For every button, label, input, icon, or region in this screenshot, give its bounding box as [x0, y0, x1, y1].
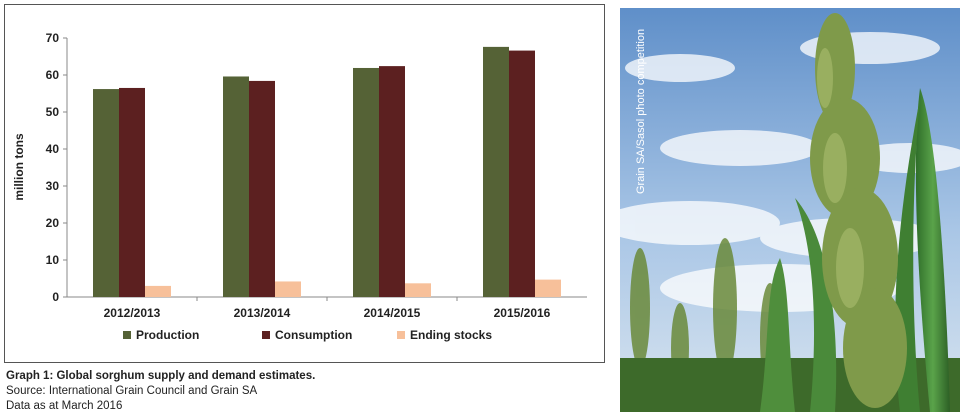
y-tick-label: 40	[46, 142, 60, 156]
chart-caption: Graph 1: Global sorghum supply and deman…	[6, 369, 606, 414]
bar-consumption	[249, 80, 275, 297]
photo-credit-text: Grain SA/Sasol photo competition	[635, 28, 647, 194]
legend-label: Ending stocks	[410, 328, 492, 342]
caption-title: Graph 1: Global sorghum supply and deman…	[6, 370, 316, 382]
y-tick-label: 0	[52, 290, 59, 304]
sorghum-plant-photo	[620, 8, 960, 412]
y-tick-label: 70	[46, 31, 60, 45]
y-ticks: 0 10 20 30 40 50 60 70	[46, 31, 67, 304]
bar-ending-stocks	[405, 283, 431, 297]
bar-production	[353, 67, 379, 297]
chart-frame: 0 10 20 30 40 50 60 70 2012/2013 2013/2014 2014/2…	[4, 4, 605, 363]
legend-swatch	[397, 331, 405, 339]
legend-label: Production	[136, 328, 199, 342]
photo-credit: Grain SA/Sasol photo competition	[621, 22, 647, 202]
bar-production	[483, 46, 509, 297]
photo-illustration	[620, 8, 960, 412]
legend-label: Consumption	[275, 328, 352, 342]
bar-consumption	[119, 87, 145, 297]
y-axis-label: million tons	[12, 133, 26, 201]
bar-ending-stocks	[275, 281, 301, 297]
bar-production	[223, 76, 249, 297]
legend-swatch	[123, 331, 131, 339]
x-category-label: 2012/2013	[104, 306, 161, 320]
x-categories: 2012/2013 2013/2014 2014/2015 2015/2016	[104, 297, 551, 320]
bar-consumption	[379, 66, 405, 297]
bar-ending-stocks	[145, 285, 171, 297]
caption-source: Source: International Grain Council and …	[6, 385, 258, 397]
x-category-label: 2015/2016	[494, 306, 551, 320]
bar-ending-stocks	[535, 279, 561, 297]
bar-production	[93, 89, 119, 297]
legend-swatch	[262, 331, 270, 339]
x-category-label: 2013/2014	[234, 306, 291, 320]
y-tick-label: 30	[46, 179, 60, 193]
y-tick-label: 20	[46, 216, 60, 230]
bar-chart: 0 10 20 30 40 50 60 70 2012/2013 2013/2014 2014/2…	[12, 31, 587, 342]
y-tick-label: 60	[46, 68, 60, 82]
legend: Production Consumption Ending stocks	[123, 328, 492, 342]
y-tick-label: 10	[46, 253, 60, 267]
x-category-label: 2014/2015	[364, 306, 421, 320]
bars	[93, 46, 561, 297]
bar-consumption	[509, 50, 535, 297]
caption-date: Data as at March 2016	[6, 400, 123, 412]
y-tick-label: 50	[46, 105, 60, 119]
